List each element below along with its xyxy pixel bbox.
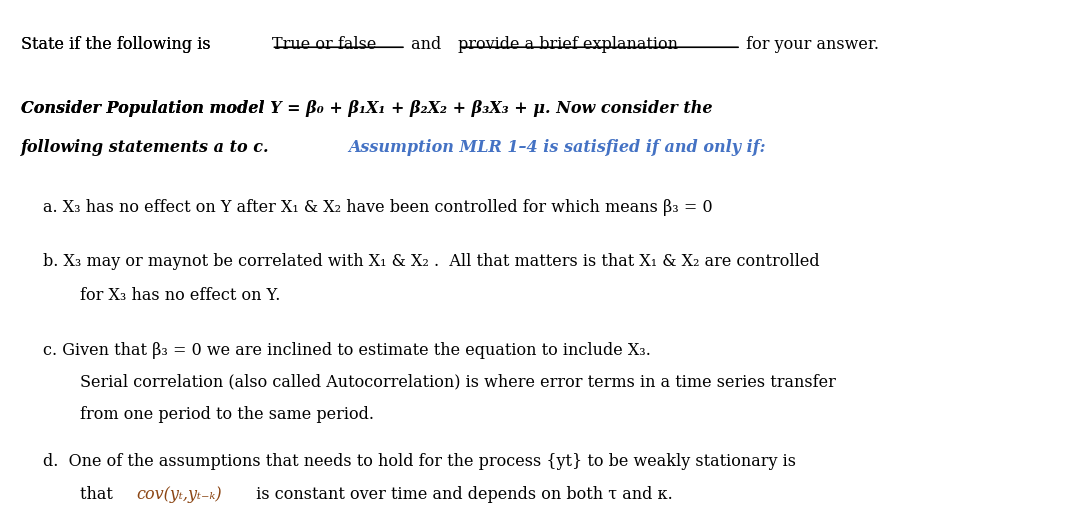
- Text: a. X₃ has no effect on Y after X₁ & X₂ have been controlled for which means β₃ =: a. X₃ has no effect on Y after X₁ & X₂ h…: [42, 198, 712, 215]
- Text: d.  One of the assumptions that needs to hold for the process {yt} to be weakly : d. One of the assumptions that needs to …: [42, 452, 796, 469]
- Text: State if the following is: State if the following is: [21, 36, 216, 53]
- Text: Serial correlation (also called Autocorrelation) is where error terms in a time : Serial correlation (also called Autocorr…: [80, 373, 836, 390]
- Text: Consider Population model Y = β₀ + β₁X₁ + β₂X₂ + β₃X₃ + μ. Now consider the: Consider Population model Y = β₀ + β₁X₁ …: [21, 100, 712, 117]
- Text: for X₃ has no effect on Y.: for X₃ has no effect on Y.: [80, 287, 281, 304]
- Text: from one period to the same period.: from one period to the same period.: [80, 405, 375, 422]
- Text: that: that: [80, 485, 124, 502]
- Text: Assumption MLR 1–4 is satisfied if and only if:: Assumption MLR 1–4 is satisfied if and o…: [349, 139, 766, 156]
- Text: cov(yₜ,yₜ₋ₖ): cov(yₜ,yₜ₋ₖ): [136, 485, 222, 502]
- Text: True or false: True or false: [272, 36, 376, 53]
- Text: provide a brief explanation: provide a brief explanation: [458, 36, 678, 53]
- Text: is constant over time and depends on both τ and κ.: is constant over time and depends on bot…: [247, 485, 673, 502]
- Text: State if the following is: State if the following is: [21, 36, 216, 53]
- Text: b. X₃ may or maynot be correlated with X₁ & X₂ .  All that matters is that X₁ & : b. X₃ may or maynot be correlated with X…: [42, 252, 819, 269]
- Text: Consider Population model: Consider Population model: [21, 100, 264, 117]
- Text: following statements a to c.: following statements a to c.: [21, 139, 275, 156]
- Text: and: and: [406, 36, 446, 53]
- Text: c. Given that β₃ = 0 we are inclined to estimate the equation to include X₃.: c. Given that β₃ = 0 we are inclined to …: [42, 341, 651, 358]
- Text: for your answer.: for your answer.: [741, 36, 879, 53]
